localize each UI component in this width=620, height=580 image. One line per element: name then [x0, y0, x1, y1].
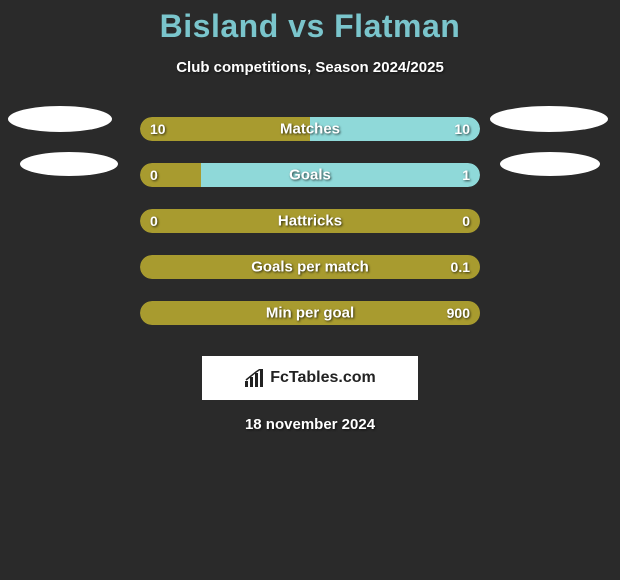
stat-row: 0 Hattricks 0	[0, 198, 620, 244]
bar-track: Goals per match 0.1	[140, 255, 480, 279]
stat-row: 0 Goals 1	[0, 152, 620, 198]
stat-row: 10 Matches 10	[0, 106, 620, 152]
bar-track: 0 Hattricks 0	[140, 209, 480, 233]
brand-name: FcTables.com	[270, 369, 376, 387]
bar-left	[140, 163, 201, 187]
bar-track: Min per goal 900	[140, 301, 480, 325]
bar-left	[140, 255, 480, 279]
bar-right	[201, 163, 480, 187]
bar-left	[140, 301, 480, 325]
bar-track: 0 Goals 1	[140, 163, 480, 187]
chart-bars-icon	[244, 369, 266, 387]
brand-logo: FcTables.com	[244, 369, 376, 387]
page-title: Bisland vs Flatman	[0, 8, 620, 45]
bar-left	[140, 117, 310, 141]
stat-row: Min per goal 900	[0, 290, 620, 336]
subtitle: Club competitions, Season 2024/2025	[0, 59, 620, 76]
brand-footer: FcTables.com	[202, 356, 418, 400]
date-label: 18 november 2024	[0, 416, 620, 433]
stat-row: Goals per match 0.1	[0, 244, 620, 290]
bar-left	[140, 209, 480, 233]
bar-right	[310, 117, 480, 141]
bar-track: 10 Matches 10	[140, 117, 480, 141]
chart-area: 10 Matches 10 0 Goals 1 0 Hattricks 0	[0, 106, 620, 336]
comparison-infographic: Bisland vs Flatman Club competitions, Se…	[0, 0, 620, 433]
